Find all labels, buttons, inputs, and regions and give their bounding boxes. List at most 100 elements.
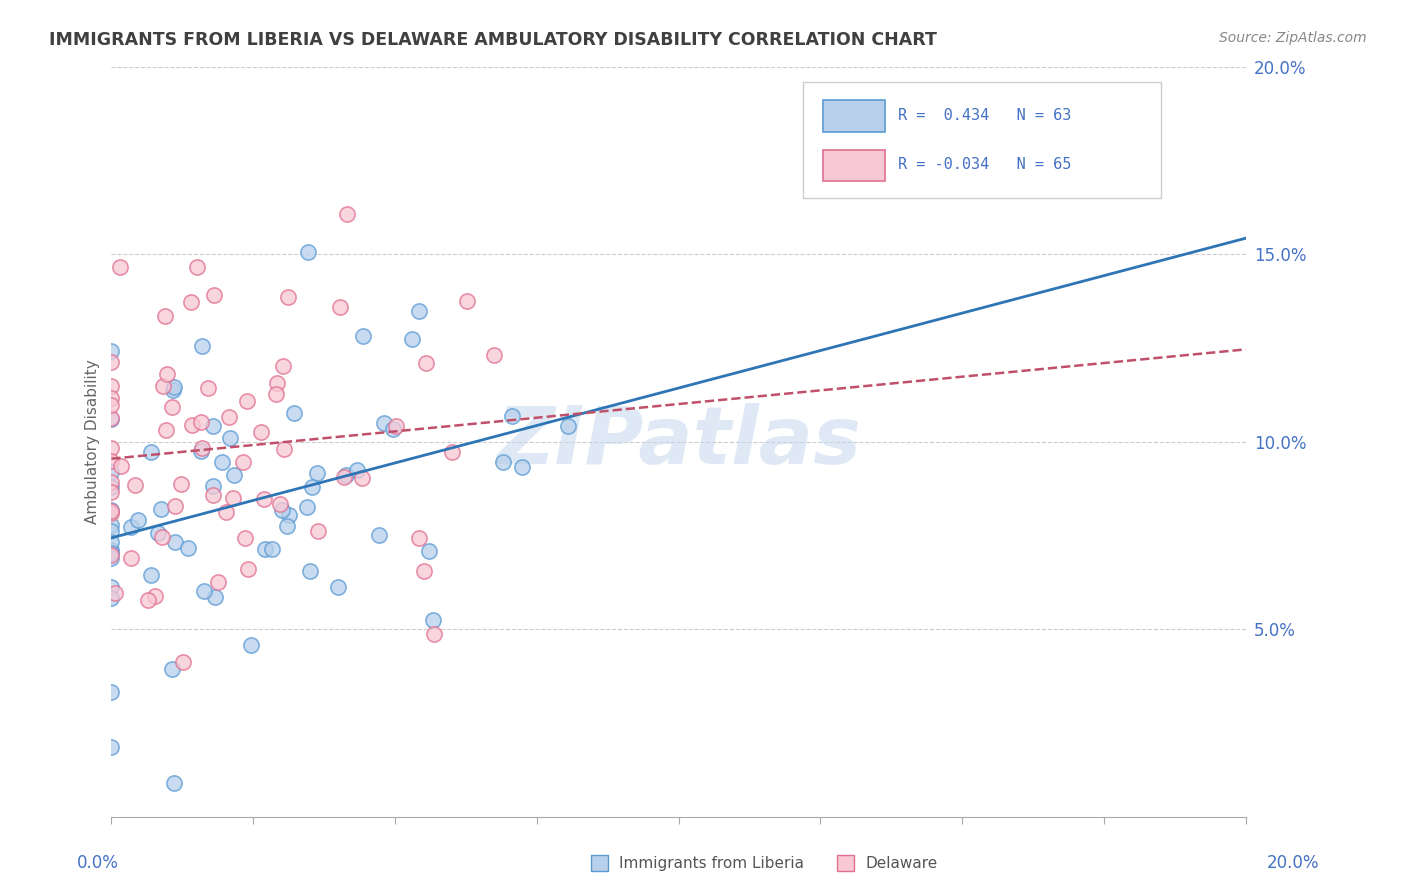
- Point: [215, 505, 238, 519]
- Point: [352, 329, 374, 343]
- Point: [239, 638, 262, 652]
- Point: [100, 524, 122, 538]
- Point: [153, 309, 176, 323]
- Point: [197, 381, 219, 395]
- Text: IMMIGRANTS FROM LIBERIA VS DELAWARE AMBULATORY DISABILITY CORRELATION CHART: IMMIGRANTS FROM LIBERIA VS DELAWARE AMBU…: [49, 31, 936, 49]
- Point: [329, 300, 352, 314]
- Point: [233, 531, 256, 545]
- Point: [557, 418, 579, 433]
- Text: Immigrants from Liberia: Immigrants from Liberia: [620, 856, 804, 871]
- Point: [367, 528, 389, 542]
- Point: [100, 355, 122, 369]
- Point: [333, 470, 356, 484]
- Text: Delaware: Delaware: [866, 856, 938, 871]
- Point: [253, 492, 276, 507]
- Point: [218, 410, 240, 425]
- Point: [100, 685, 122, 699]
- Point: [104, 585, 127, 599]
- Point: [202, 488, 225, 502]
- Point: [207, 574, 229, 589]
- Point: [236, 562, 259, 576]
- Point: [176, 541, 198, 556]
- Point: [100, 543, 122, 558]
- Point: [211, 455, 233, 469]
- Point: [120, 550, 142, 565]
- Point: [202, 479, 225, 493]
- Point: [100, 475, 122, 489]
- Text: 0.0%: 0.0%: [77, 855, 120, 872]
- Point: [100, 344, 122, 359]
- Point: [222, 467, 245, 482]
- Point: [273, 442, 295, 456]
- Point: [307, 524, 329, 539]
- Bar: [823, 150, 884, 181]
- Bar: [823, 100, 884, 132]
- Point: [163, 535, 186, 549]
- Point: [100, 551, 122, 566]
- Point: [336, 207, 359, 221]
- Point: [110, 459, 132, 474]
- Point: [100, 441, 122, 455]
- Point: [408, 304, 430, 318]
- Point: [456, 293, 478, 308]
- Point: [190, 442, 212, 456]
- Point: [264, 387, 287, 401]
- Point: [190, 416, 212, 430]
- Point: [266, 376, 288, 391]
- Point: [218, 431, 240, 445]
- Point: [385, 419, 408, 434]
- Point: [100, 454, 122, 468]
- Point: [100, 379, 122, 393]
- Point: [170, 477, 193, 491]
- Point: [181, 418, 204, 433]
- Point: [139, 568, 162, 582]
- Point: [100, 739, 122, 754]
- Point: [413, 564, 436, 578]
- Point: [482, 348, 505, 362]
- Point: [100, 504, 122, 518]
- Point: [232, 455, 254, 469]
- Point: [423, 627, 446, 641]
- Point: [202, 288, 225, 302]
- Point: [150, 530, 173, 544]
- Point: [100, 503, 122, 517]
- Point: [100, 548, 122, 562]
- Point: [162, 401, 184, 415]
- Point: [100, 517, 122, 532]
- Point: [401, 332, 423, 346]
- Point: [152, 378, 174, 392]
- Text: R =  0.434   N = 63: R = 0.434 N = 63: [897, 108, 1071, 123]
- Text: 20.0%: 20.0%: [1267, 855, 1319, 872]
- Point: [295, 500, 318, 514]
- Point: [120, 520, 142, 534]
- Point: [136, 593, 159, 607]
- Point: [163, 380, 186, 394]
- Point: [276, 518, 298, 533]
- Point: [146, 525, 169, 540]
- Text: R = -0.034   N = 65: R = -0.034 N = 65: [897, 157, 1071, 172]
- Point: [100, 465, 122, 479]
- Point: [100, 506, 122, 520]
- Point: [236, 394, 259, 409]
- Point: [108, 260, 131, 274]
- Point: [298, 564, 321, 578]
- Point: [100, 591, 122, 606]
- Point: [491, 455, 513, 469]
- Point: [193, 583, 215, 598]
- Point: [100, 480, 122, 494]
- Point: [139, 445, 162, 459]
- Point: [172, 656, 194, 670]
- Point: [422, 613, 444, 627]
- Point: [100, 580, 122, 594]
- Point: [415, 356, 437, 370]
- Point: [382, 422, 405, 436]
- Point: [408, 531, 430, 545]
- Point: [100, 485, 122, 500]
- Point: [253, 541, 276, 556]
- Point: [180, 295, 202, 310]
- Point: [162, 383, 184, 397]
- Point: [100, 398, 122, 412]
- Point: [418, 544, 440, 558]
- Point: [156, 367, 179, 381]
- Point: [100, 391, 122, 405]
